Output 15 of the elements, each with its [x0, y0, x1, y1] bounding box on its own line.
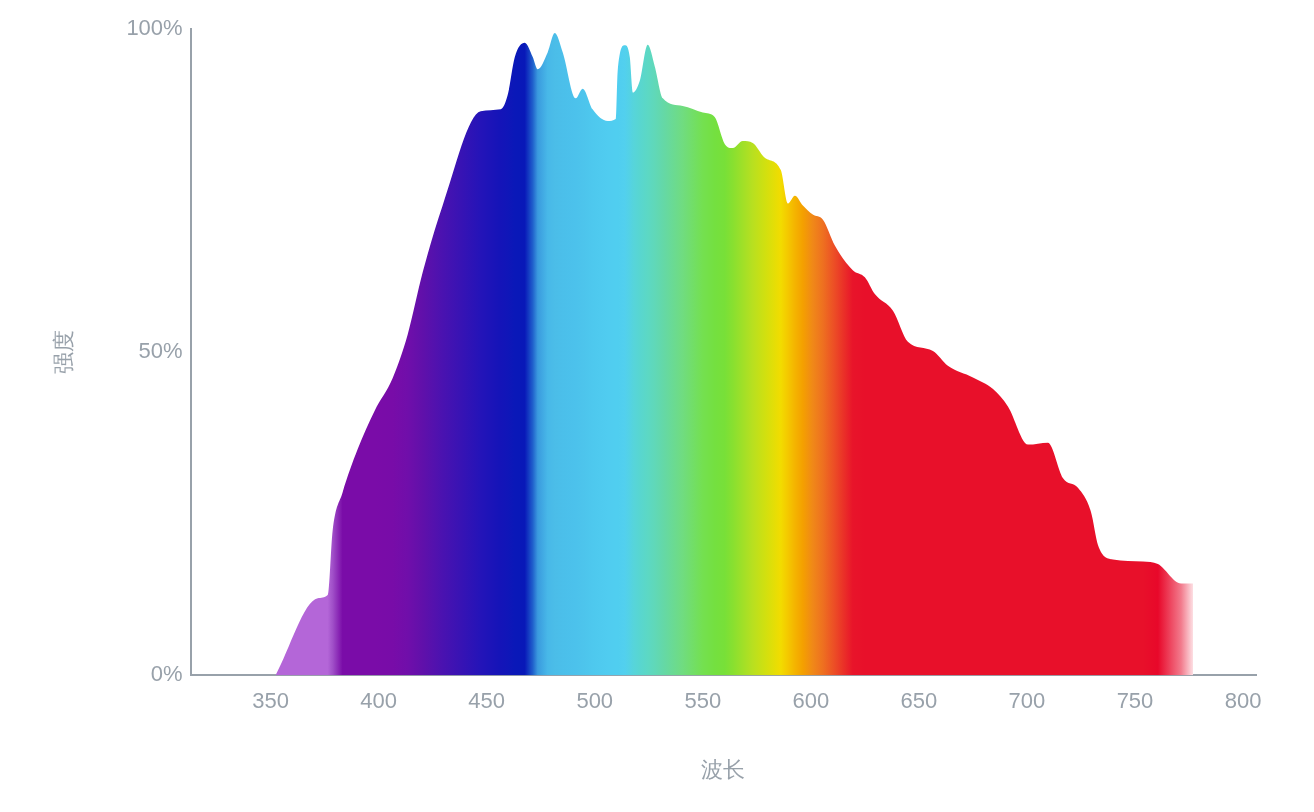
- y-tick-label: 100%: [126, 15, 183, 41]
- x-tick-label: 350: [252, 688, 289, 714]
- x-tick-label: 500: [576, 688, 614, 714]
- x-tick-label: 750: [1116, 688, 1154, 714]
- x-tick-label: 650: [900, 688, 938, 714]
- x-tick-label: 400: [360, 688, 398, 714]
- x-tick-label: 600: [792, 688, 830, 714]
- x-tick-label: 700: [1008, 688, 1046, 714]
- x-tick-label: 800: [1224, 688, 1262, 714]
- x-tick-label: 450: [468, 688, 506, 714]
- y-tick-label: 50%: [138, 338, 183, 364]
- y-tick-label: 0%: [150, 661, 183, 687]
- x-axis-title: 波长: [701, 756, 746, 782]
- x-tick-label: 550: [684, 688, 722, 714]
- y-axis-title: 强度: [51, 330, 77, 375]
